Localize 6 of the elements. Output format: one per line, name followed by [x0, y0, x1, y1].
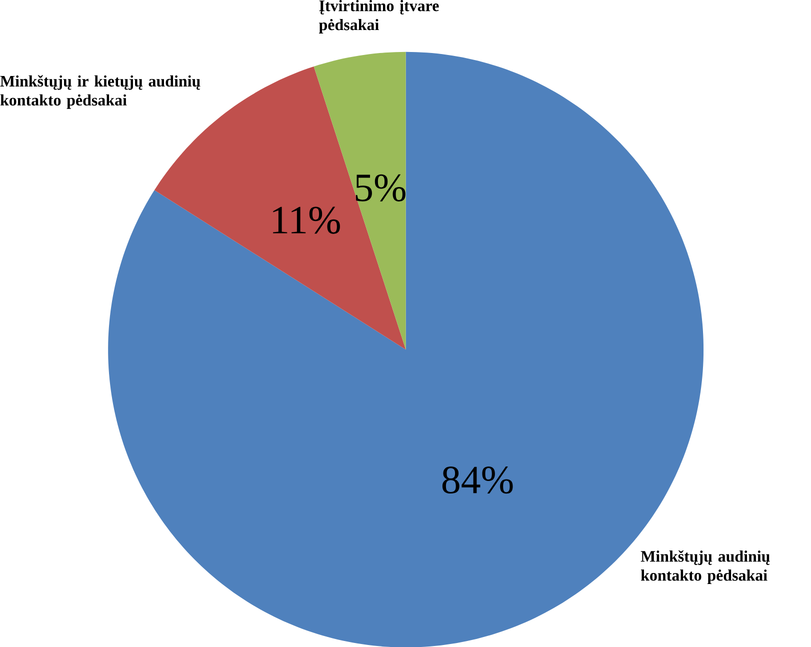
slice-label: Minkštųjų ir kietųjų audinių kontakto pėdsakai	[0, 74, 200, 109]
data-label: 84%	[442, 466, 513, 494]
slice-label: Įtvirtinimo įtvare pėdsakai	[318, 0, 439, 34]
slice-label: Minkštųjų audinių kontakto pėdsakai	[640, 550, 770, 584]
data-label: 5%	[356, 174, 406, 202]
data-label: 11%	[273, 206, 340, 234]
